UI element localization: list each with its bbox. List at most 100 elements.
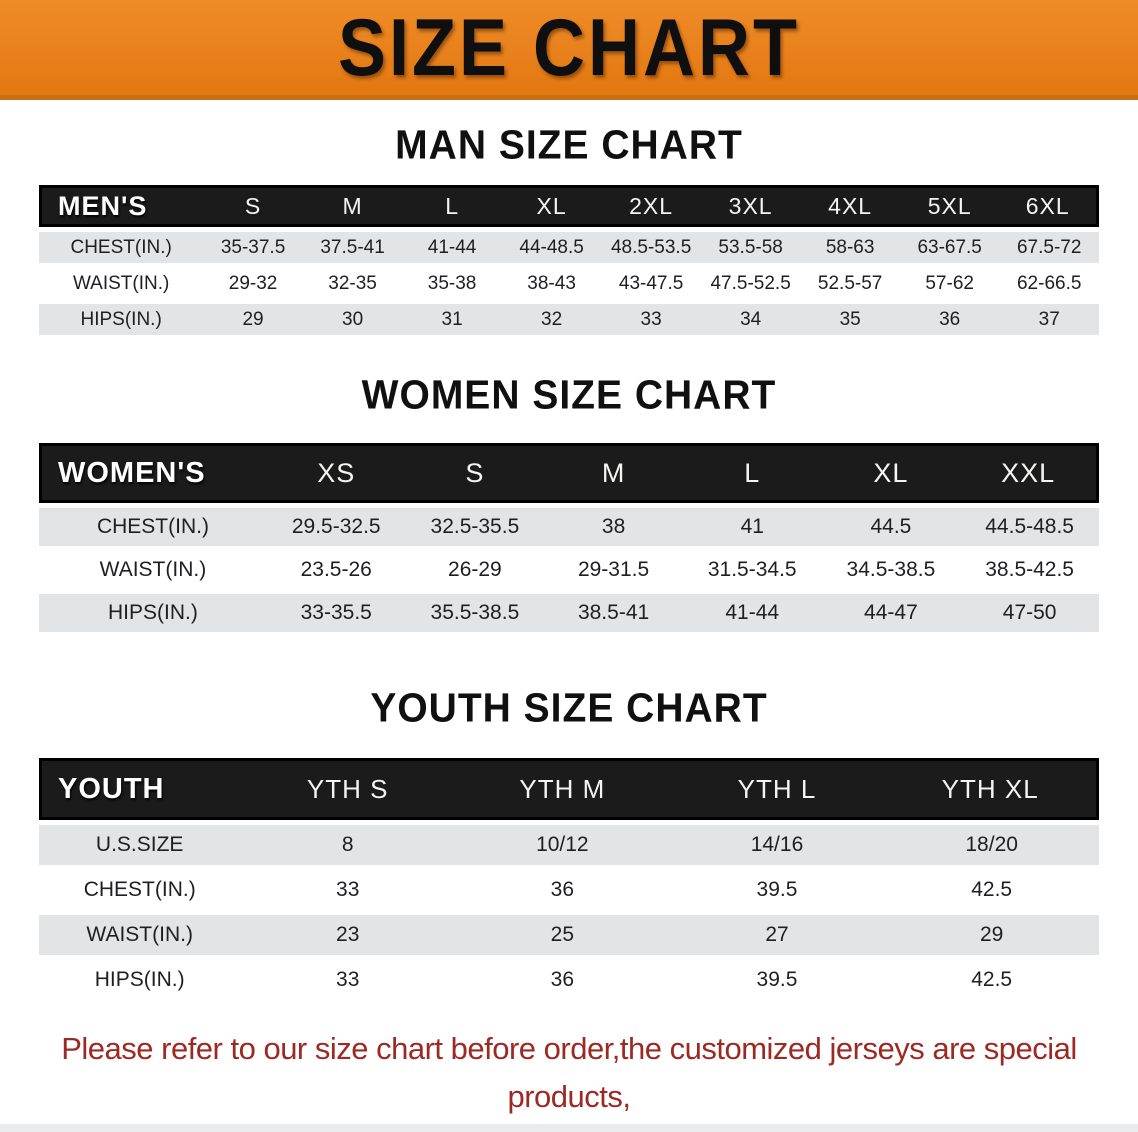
size-cell: 38-43 [501,268,602,299]
size-cell: 31 [402,304,502,335]
row-label: CHEST(IN.) [39,870,241,910]
size-cell: 42.5 [884,960,1099,1000]
size-column-header: XL [501,185,602,227]
bottom-edge-strip [0,1124,1138,1132]
size-column-header: S [405,443,545,503]
size-cell: 35-37.5 [203,232,303,263]
size-cell: 37 [999,304,1099,335]
youth-size-chart-heading: YOUTH SIZE CHART [370,686,768,731]
size-cell: 41-44 [402,232,502,263]
size-cell: 33 [240,870,456,910]
size-cell: 32.5-35.5 [405,508,545,546]
order-disclaimer: Please refer to our size chart before or… [30,1025,1108,1132]
size-cell: 25 [455,915,670,955]
size-cell: 63-67.5 [899,232,1000,263]
size-cell: 26-29 [405,551,545,589]
size-column-header: YTH M [455,758,670,820]
table-row: CHEST(IN.) 29.5-32.5 32.5-35.5 38 41 44.5 44.5… [39,508,1099,546]
mens-table-header-row: MEN'S S M L XL 2XL 3XL 4XL 5XL 6XL [39,185,1099,227]
size-cell: 32-35 [302,268,403,299]
table-row: WAIST(IN.) 23 25 27 29 [39,915,1099,955]
table-row: HIPS(IN.) 33-35.5 35.5-38.5 38.5-41 41-44 44-… [39,594,1099,632]
row-label: HIPS(IN.) [39,594,267,632]
size-column-header: YTH XL [884,758,1099,820]
size-cell: 44-48.5 [501,232,602,263]
size-cell: 29 [884,915,1099,955]
size-cell: 29 [203,304,303,335]
size-cell: 33 [601,304,701,335]
table-row: CHEST(IN.) 35-37.5 37.5-41 41-44 44-48.5 48.5… [39,232,1099,263]
youth-table-label: YOUTH [39,758,241,820]
size-cell: 38.5-41 [544,594,683,632]
size-cell: 35 [800,304,900,335]
row-label: CHEST(IN.) [39,232,204,263]
banner-title: SIZE CHART [338,2,800,93]
size-cell: 29.5-32.5 [266,508,406,546]
size-cell: 23 [240,915,456,955]
man-size-chart-heading: MAN SIZE CHART [395,123,743,168]
size-cell: 53.5-58 [700,232,801,263]
size-column-header: 3XL [700,185,801,227]
youth-table-header-row: YOUTH YTH S YTH M YTH L YTH XL [39,758,1099,820]
size-cell: 30 [302,304,403,335]
size-cell: 52.5-57 [800,268,900,299]
size-column-header: 6XL [999,185,1099,227]
size-column-header: M [302,185,403,227]
size-cell: 58-63 [800,232,900,263]
size-cell: 43-47.5 [601,268,701,299]
size-cell: 38 [544,508,683,546]
size-cell: 36 [455,870,670,910]
size-column-header: L [402,185,502,227]
size-cell: 38.5-42.5 [960,551,1099,589]
table-row: CHEST(IN.) 33 36 39.5 42.5 [39,870,1099,910]
size-cell: 41-44 [682,594,822,632]
size-cell: 23.5-26 [266,551,406,589]
size-column-header: YTH L [669,758,885,820]
size-cell: 35-38 [402,268,502,299]
size-cell: 47-50 [960,594,1099,632]
size-cell: 44.5 [821,508,961,546]
size-cell: 29-31.5 [544,551,683,589]
size-column-header: XS [266,443,406,503]
size-cell: 41 [682,508,822,546]
size-cell: 14/16 [669,825,885,865]
table-row: WAIST(IN.) 29-32 32-35 35-38 38-43 43-47.5 47.… [39,268,1099,299]
womens-table-label: WOMEN'S [39,443,267,503]
womens-table-header-row: WOMEN'S XS S M L XL XXL [39,443,1099,503]
table-row: WAIST(IN.) 23.5-26 26-29 29-31.5 31.5-34.5 34… [39,551,1099,589]
row-label: WAIST(IN.) [39,268,204,299]
size-cell: 44.5-48.5 [960,508,1099,546]
table-row: HIPS(IN.) 33 36 39.5 42.5 [39,960,1099,1000]
size-cell: 36 [899,304,1000,335]
mens-table-label: MEN'S [39,185,204,227]
size-cell: 27 [669,915,885,955]
size-column-header: L [682,443,822,503]
size-column-header: XL [821,443,961,503]
size-cell: 34 [700,304,801,335]
row-label: WAIST(IN.) [39,551,267,589]
size-cell: 57-62 [899,268,1000,299]
size-column-header: YTH S [240,758,456,820]
size-cell: 31.5-34.5 [682,551,822,589]
size-column-header: M [544,443,683,503]
size-cell: 42.5 [884,870,1099,910]
size-cell: 67.5-72 [999,232,1099,263]
size-cell: 62-66.5 [999,268,1099,299]
disclaimer-line-1: Please refer to our size chart before or… [61,1031,1077,1115]
size-cell: 39.5 [669,870,885,910]
size-column-header: S [203,185,303,227]
size-cell: 18/20 [884,825,1099,865]
mens-size-table: MEN'S S M L XL 2XL 3XL 4XL 5XL 6XL CHEST(IN.) 35-… [39,180,1099,340]
size-cell: 33 [240,960,456,1000]
women-size-chart-heading: WOMEN SIZE CHART [361,373,777,418]
size-cell: 33-35.5 [266,594,406,632]
size-column-header: XXL [960,443,1099,503]
table-row: U.S.SIZE 8 10/12 14/16 18/20 [39,825,1099,865]
size-column-header: 5XL [899,185,1000,227]
row-label: HIPS(IN.) [39,960,241,1000]
size-cell: 29-32 [203,268,303,299]
size-chart-banner: SIZE CHART [0,0,1138,100]
row-label: WAIST(IN.) [39,915,241,955]
size-cell: 10/12 [455,825,670,865]
size-cell: 34.5-38.5 [821,551,961,589]
